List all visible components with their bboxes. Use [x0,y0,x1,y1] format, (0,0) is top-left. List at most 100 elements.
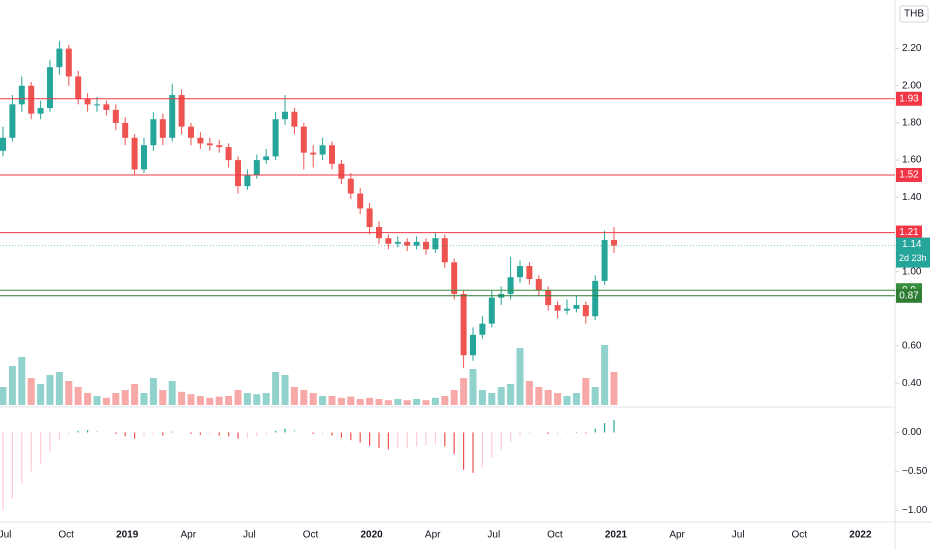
candle-body [65,48,72,77]
x-tick-label: 2022 [849,530,872,541]
candle-body [9,104,16,138]
volume-bar [441,396,449,405]
volume-bar [497,387,505,405]
candle-body [488,297,495,324]
macd-bar [21,432,23,483]
x-tick-label: Jul [243,530,256,541]
candle-body [329,145,335,164]
candle-body [178,95,185,127]
volume-bar [112,393,120,405]
x-tick-label: Oct [792,530,808,541]
volume-bar [196,396,204,405]
volume-bar [187,394,195,405]
volume-bar [178,391,186,405]
candle-body [188,126,194,138]
y-tick-label: 1.40 [902,192,922,203]
volume-bar [516,348,524,405]
volume-bar [525,381,533,405]
volume-bar [450,390,458,405]
macd-bar [246,432,248,438]
candle-body [47,67,53,109]
macd-bar [331,432,333,436]
macd-bar [209,432,211,435]
macd-bar [2,432,4,511]
macd-bar [77,430,79,433]
macd-bar [171,431,173,433]
macd-bar [96,430,98,433]
volume-bar [243,393,251,405]
macd-bar [585,432,587,434]
currency-label: THB [904,9,924,20]
x-tick-label: Oct [547,530,563,541]
volume-bar [55,372,63,405]
level-label-box [896,288,922,303]
candle-body [75,76,82,99]
volume-bar [601,345,609,405]
macd-bar [152,432,154,435]
macd-bar [575,432,577,433]
x-tick-label: Apr [425,530,441,541]
candle-body [112,109,119,123]
macd-bar [538,432,540,434]
volume-bar [319,396,327,405]
candle-body [131,137,138,170]
volume-bar [140,393,148,405]
macd-bar [105,431,107,433]
volume-bar [8,366,16,405]
level-label: 1.93 [899,93,919,104]
macd-bar [312,432,314,434]
volume-bar [431,397,439,405]
volume-bar [84,393,92,405]
volume-bar [215,396,223,405]
candle-body [169,95,176,138]
volume-bar [102,397,110,405]
macd-bar [124,432,126,437]
candle-body [94,104,100,106]
macd-bar [500,432,502,450]
candle-body [225,147,232,161]
currency-badge[interactable] [899,5,929,23]
candle-body [564,308,570,311]
volume-bar [478,390,486,405]
level-label: 0.87 [899,290,919,301]
volume-bar [234,390,242,405]
candle-body [272,119,279,157]
candle-body [300,126,307,153]
macd-bar [444,432,446,447]
candle-body [122,122,129,138]
candle-body [366,208,373,228]
candle-body [479,323,486,335]
candle-body [244,174,251,187]
last-price-label: 1.14 [902,239,922,250]
candle-body [253,160,260,175]
macd-bar [58,432,60,441]
volume-bar [253,394,261,405]
volume-bar [375,399,383,405]
y-tick-label: 0.40 [902,378,922,389]
countdown-label: 2d 23h [899,253,927,263]
macd-bar [162,432,164,436]
macd-bar [350,432,352,441]
candle-body [441,238,448,263]
macd-bar [359,432,361,443]
volume-bar [18,357,26,405]
macd-bar [190,432,192,434]
macd-bar [425,432,427,446]
volume-bar [74,387,82,405]
macd-bar [237,432,239,439]
candle-body [413,241,420,246]
x-tick-label: 2020 [360,530,383,541]
candle-body [319,145,326,155]
x-tick-label: Oct [303,530,319,541]
volume-bar [554,393,562,405]
volume-bar [337,397,345,405]
candle-body [310,152,317,155]
macd-bar [453,432,455,455]
macd-bar [30,432,32,472]
macd-bar [68,432,70,434]
macd-tick-label: 0.00 [902,427,922,438]
candle-body [338,163,345,179]
macd-bar [416,432,418,447]
candle-body [592,280,599,317]
